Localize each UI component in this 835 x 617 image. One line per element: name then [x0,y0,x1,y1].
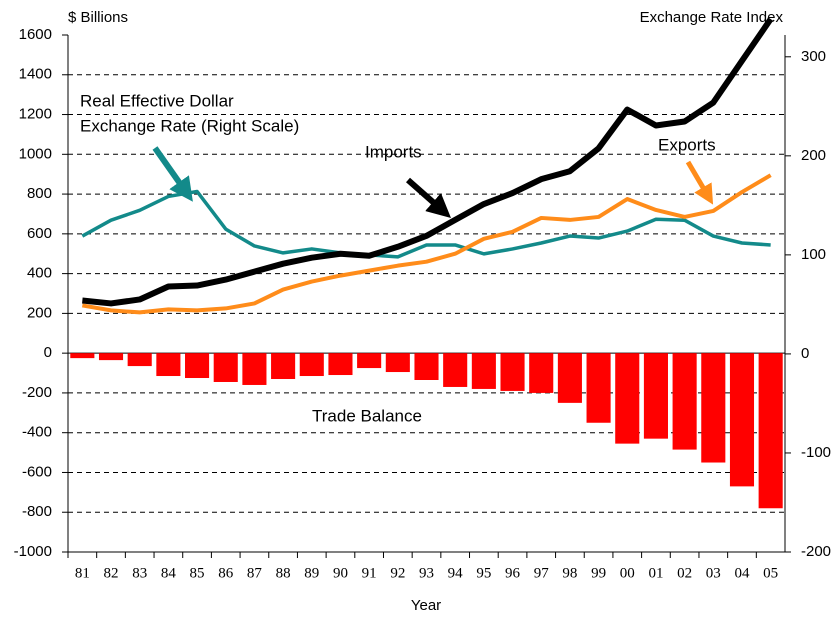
y2-tick-label: -100 [801,444,831,461]
x-tick-label: 88 [276,565,291,581]
x-tick-label: 93 [419,565,434,581]
line [81,189,771,259]
x-tick-label: 00 [620,565,635,581]
bar [758,353,783,509]
bar [299,353,324,377]
bar [213,353,238,382]
x-tick-label: 90 [333,565,348,581]
bar [328,353,353,376]
x-tick-label: 97 [534,565,550,581]
x-tick-label: 99 [591,565,606,581]
y-tick-label: 800 [27,185,52,202]
annotation: Imports [365,142,422,161]
y2-tick-label: 100 [801,246,826,263]
bar [557,353,582,403]
bar [615,353,640,444]
annotation-arrow [152,146,193,202]
bar [471,353,496,389]
x-tick-label: 05 [763,565,778,581]
annotation: Exports [658,135,716,154]
x-tick-label: 81 [75,565,90,581]
bar [98,353,124,361]
bar [70,353,95,359]
y2-tick-label: -200 [801,543,831,560]
y2-tick-label: 300 [801,48,826,65]
y2-tick-label: 200 [801,147,826,164]
y-tick-label: 1600 [19,26,52,43]
bar [672,353,697,450]
x-tick-label: 82 [104,565,119,581]
bar [271,353,296,380]
x-tick-label: 84 [161,565,177,581]
annotation-arrow [406,177,451,218]
bar [185,353,210,379]
x-tick-label: 04 [734,565,750,581]
y-tick-label: 1200 [19,106,52,123]
plot: -1000-800-600-400-2000200400600800100012… [14,17,831,581]
y-tick-label: 1400 [19,66,52,83]
x-tick-label: 91 [362,565,377,581]
annotation: Exchange Rate (Right Scale) [80,116,299,135]
x-tick-label: 03 [706,565,721,581]
annotation: Trade Balance [312,406,422,425]
x-tick-label: 94 [448,565,464,581]
y-tick-label: -800 [22,503,52,520]
x-tick-label: 98 [562,565,577,581]
bar [500,353,525,391]
line [81,173,772,315]
y-tick-label: 200 [27,304,52,321]
y-tick-label: 400 [27,265,52,282]
x-tick-label: 87 [247,565,263,581]
bar [729,353,755,487]
y-tick-label: -200 [22,384,52,401]
line [82,17,774,307]
y-tick-label: -400 [22,424,52,441]
x-tick-label: 92 [390,565,405,581]
y-tick-label: 1000 [19,145,52,162]
x-tick-label: 83 [132,565,147,581]
y-tick-label: 0 [44,344,52,361]
y-tick-label: -1000 [14,543,52,560]
x-tick-label: 02 [677,565,692,581]
x-axis-label: Year [411,597,441,614]
annotation-arrow [685,160,714,205]
bar [701,353,726,463]
bar [414,353,439,380]
annotation: Real Effective Dollar [80,91,234,110]
x-tick-label: 85 [190,565,205,581]
x-tick-label: 95 [476,565,491,581]
bar [529,353,554,393]
left-axis-label: $ Billions [68,9,128,26]
bar [586,353,611,423]
bar [242,353,267,385]
x-tick-label: 86 [218,565,234,581]
x-tick-label: 89 [304,565,319,581]
y-tick-label: 600 [27,225,52,242]
bar [127,353,152,367]
right-axis-label: Exchange Rate Index [640,9,784,26]
x-tick-label: 01 [648,565,663,581]
y2-tick-label: 0 [801,345,809,362]
bar [385,353,410,373]
bar [357,353,382,369]
bar [443,353,468,387]
y-tick-label: -600 [22,463,52,480]
bar [156,353,181,377]
x-tick-label: 96 [505,565,521,581]
bar [643,353,668,439]
